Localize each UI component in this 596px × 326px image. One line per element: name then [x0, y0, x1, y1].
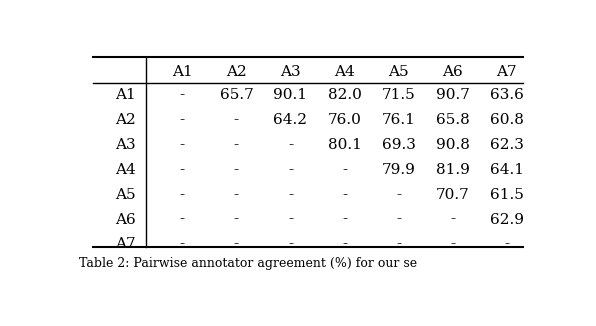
- Text: 65.7: 65.7: [219, 88, 253, 102]
- Text: A4: A4: [334, 65, 355, 79]
- Text: A6: A6: [442, 65, 463, 79]
- Text: -: -: [342, 188, 347, 202]
- Text: -: -: [180, 188, 185, 202]
- Text: 71.5: 71.5: [381, 88, 415, 102]
- Text: A5: A5: [115, 188, 136, 202]
- Text: 70.7: 70.7: [436, 188, 470, 202]
- Text: 62.9: 62.9: [489, 213, 524, 227]
- Text: A3: A3: [115, 138, 136, 152]
- Text: 90.1: 90.1: [274, 88, 308, 102]
- Text: -: -: [342, 213, 347, 227]
- Text: 61.5: 61.5: [490, 188, 523, 202]
- Text: -: -: [234, 237, 239, 251]
- Text: 82.0: 82.0: [328, 88, 361, 102]
- Text: 64.1: 64.1: [489, 163, 524, 177]
- Text: -: -: [234, 138, 239, 152]
- Text: -: -: [180, 213, 185, 227]
- Text: 76.1: 76.1: [381, 113, 415, 127]
- Text: -: -: [396, 213, 401, 227]
- Text: 65.8: 65.8: [436, 113, 470, 127]
- Text: -: -: [180, 163, 185, 177]
- Text: -: -: [234, 163, 239, 177]
- Text: -: -: [234, 188, 239, 202]
- Text: -: -: [396, 237, 401, 251]
- Text: A3: A3: [280, 65, 301, 79]
- Text: 63.6: 63.6: [490, 88, 523, 102]
- Text: -: -: [234, 213, 239, 227]
- Text: Table 2: Pairwise annotator agreement (%) for our se: Table 2: Pairwise annotator agreement (%…: [79, 257, 417, 270]
- Text: -: -: [504, 237, 509, 251]
- Text: 79.9: 79.9: [381, 163, 415, 177]
- Text: -: -: [450, 213, 455, 227]
- Text: A1: A1: [172, 65, 193, 79]
- Text: A4: A4: [115, 163, 136, 177]
- Text: A5: A5: [388, 65, 409, 79]
- Text: A7: A7: [496, 65, 517, 79]
- Text: -: -: [180, 88, 185, 102]
- Text: -: -: [288, 163, 293, 177]
- Text: A2: A2: [226, 65, 247, 79]
- Text: -: -: [342, 163, 347, 177]
- Text: 80.1: 80.1: [328, 138, 361, 152]
- Text: -: -: [450, 237, 455, 251]
- Text: -: -: [180, 138, 185, 152]
- Text: 90.8: 90.8: [436, 138, 470, 152]
- Text: -: -: [288, 213, 293, 227]
- Text: 62.3: 62.3: [490, 138, 523, 152]
- Text: A6: A6: [115, 213, 136, 227]
- Text: -: -: [288, 188, 293, 202]
- Text: -: -: [288, 237, 293, 251]
- Text: A1: A1: [115, 88, 136, 102]
- Text: 64.2: 64.2: [274, 113, 308, 127]
- Text: -: -: [342, 237, 347, 251]
- Text: A7: A7: [115, 237, 136, 251]
- Text: 90.7: 90.7: [436, 88, 470, 102]
- Text: 60.8: 60.8: [490, 113, 523, 127]
- Text: -: -: [234, 113, 239, 127]
- Text: 69.3: 69.3: [381, 138, 415, 152]
- Text: -: -: [180, 237, 185, 251]
- Text: 81.9: 81.9: [436, 163, 470, 177]
- Text: A2: A2: [115, 113, 136, 127]
- Text: -: -: [180, 113, 185, 127]
- Text: -: -: [396, 188, 401, 202]
- Text: 76.0: 76.0: [328, 113, 361, 127]
- Text: -: -: [288, 138, 293, 152]
